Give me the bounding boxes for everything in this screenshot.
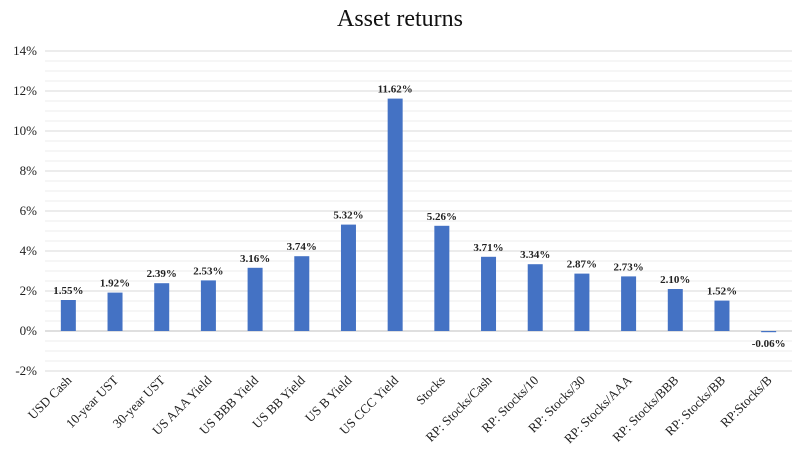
data-label: 1.55% [53, 285, 83, 297]
data-label: 2.10% [660, 274, 690, 286]
bar [667, 289, 683, 331]
bar [481, 256, 497, 331]
data-label: 2.39% [147, 268, 177, 280]
y-tick-label: -2% [15, 363, 37, 378]
data-label: 3.16% [240, 253, 270, 265]
bar [60, 300, 76, 331]
data-label: 2.53% [193, 265, 223, 277]
data-label: 2.87% [567, 259, 597, 271]
bar [387, 98, 403, 331]
bar [527, 264, 543, 331]
y-tick-label: 14% [13, 43, 37, 58]
bar [340, 224, 356, 331]
data-label: 2.73% [613, 261, 643, 273]
y-tick-label: 8% [20, 163, 38, 178]
data-label: 5.32% [333, 210, 363, 222]
data-label: 3.34% [520, 249, 550, 261]
data-label: 11.62% [378, 84, 413, 96]
chart-title: Asset returns [337, 6, 463, 32]
category-label: Stocks [413, 373, 448, 408]
data-label: 5.26% [427, 211, 457, 223]
bar [621, 276, 637, 331]
bar [574, 273, 590, 331]
data-label: 1.52% [707, 286, 737, 298]
bar [247, 267, 263, 331]
bar [200, 280, 216, 331]
data-label: 3.74% [287, 241, 317, 253]
bar [714, 300, 730, 331]
y-tick-label: 6% [20, 203, 38, 218]
bar [154, 283, 170, 331]
bar [761, 331, 777, 333]
bar [294, 256, 310, 331]
data-label: 1.92% [100, 278, 130, 290]
data-label: -0.06% [752, 338, 786, 350]
y-tick-label: 0% [20, 323, 38, 338]
y-tick-label: 12% [13, 83, 37, 98]
y-tick-label: 2% [20, 283, 38, 298]
data-label: 3.71% [473, 242, 503, 254]
y-tick-label: 10% [13, 123, 37, 138]
bar [107, 292, 123, 331]
bar [434, 225, 450, 331]
y-tick-label: 4% [20, 243, 38, 258]
